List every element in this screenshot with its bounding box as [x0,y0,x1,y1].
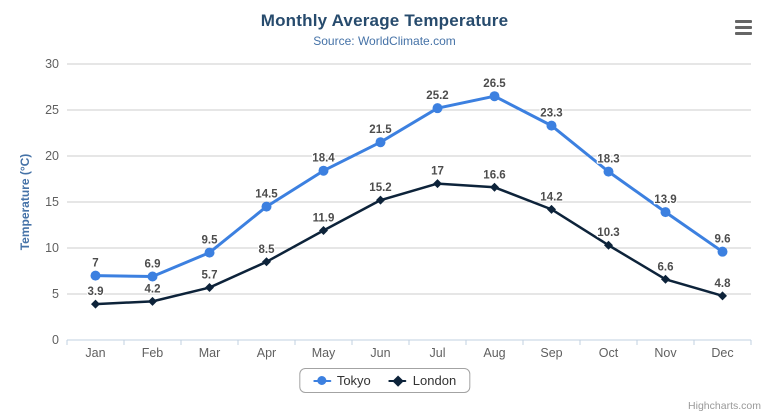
data-label: 17 [431,166,444,178]
data-label: 26.5 [483,78,506,90]
legend-item-london[interactable]: London [388,373,457,388]
y-axis-label: 20 [45,149,59,163]
x-axis-label: Feb [142,346,164,360]
x-axis-label: Jan [85,346,105,360]
data-label: 18.4 [312,153,335,165]
x-axis-label: Jun [370,346,390,360]
hamburger-icon [735,26,752,29]
data-label: 15.2 [369,182,391,194]
point-marker-tokyo[interactable] [204,247,215,258]
legend-marker-shape [317,376,327,385]
point-marker-london[interactable] [490,182,499,192]
chart-title: Monthly Average Temperature [260,11,509,30]
data-label: 9.5 [202,235,219,247]
credits-link[interactable]: Highcharts.com [688,400,761,412]
legend-marker-shape [392,375,404,387]
point-marker-tokyo[interactable] [603,166,614,177]
point-marker-london[interactable] [148,296,157,306]
point-marker-tokyo[interactable] [660,207,671,218]
series-line-tokyo[interactable] [94,94,724,279]
legend-diamond-icon [388,375,407,387]
point-marker-tokyo[interactable] [90,270,101,281]
data-label: 10.3 [597,227,619,239]
point-marker-london[interactable] [262,257,271,267]
hamburger-icon [735,32,752,35]
point-marker-london[interactable] [91,299,100,309]
y-axis-label: 0 [52,333,59,347]
y-axis-label: 5 [52,287,59,301]
x-axis-label: Jul [430,346,446,360]
data-label: 6.6 [658,261,674,273]
data-label: 4.8 [715,278,732,290]
x-axis-label: Oct [599,346,619,360]
data-label: 14.5 [255,189,278,201]
data-label: 25.2 [426,90,448,102]
data-label: 3.9 [88,286,104,298]
data-label: 18.3 [597,154,619,166]
data-label: 4.2 [145,283,161,295]
point-marker-london[interactable] [547,204,556,214]
chart-subtitle: Source: WorldClimate.com [313,34,456,48]
data-label: 21.5 [369,124,392,136]
legend: Tokyo London [298,368,471,393]
data-label: 8.5 [259,244,276,256]
legend-circle-icon [312,375,331,386]
point-marker-london[interactable] [205,283,214,293]
series-line-london[interactable] [94,182,724,306]
context-menu-button[interactable] [730,15,757,40]
point-marker-tokyo[interactable] [717,246,728,257]
hamburger-icon [735,20,752,23]
point-marker-london[interactable] [661,274,670,284]
data-label: 13.9 [654,194,676,206]
legend-label: London [412,373,457,388]
y-axis-label: 10 [45,241,59,255]
point-marker-london[interactable] [319,226,328,236]
point-marker-london[interactable] [433,179,442,189]
data-label: 5.7 [202,270,218,282]
data-label: 23.3 [540,108,562,120]
y-axis-label: 30 [45,57,59,71]
point-marker-tokyo[interactable] [489,91,500,102]
point-marker-london[interactable] [718,291,727,301]
data-label: 6.9 [145,259,161,271]
point-marker-tokyo[interactable] [375,137,386,148]
x-axis-label: Apr [257,346,276,360]
data-label: 14.2 [540,191,562,203]
data-label: 9.6 [715,234,731,246]
point-marker-tokyo[interactable] [318,165,329,176]
data-label: 16.6 [483,169,505,181]
data-label: 11.9 [313,213,335,225]
x-axis-label: Dec [711,346,733,360]
legend-label: Tokyo [336,373,371,388]
point-marker-tokyo[interactable] [261,201,272,212]
legend-item-tokyo[interactable]: Tokyo [312,373,371,388]
x-axis-label: May [312,346,336,360]
point-marker-tokyo[interactable] [546,120,557,131]
point-marker-london[interactable] [376,195,385,205]
point-marker-tokyo[interactable] [147,271,158,282]
x-axis-label: Sep [540,346,562,360]
x-axis-label: Aug [483,346,505,360]
y-axis-label: 25 [45,103,59,117]
point-marker-tokyo[interactable] [432,103,443,114]
data-label: 7 [92,258,98,270]
x-axis-label: Nov [654,346,677,360]
x-axis-label: Mar [199,346,221,360]
point-marker-london[interactable] [604,240,613,250]
y-axis-label: 15 [45,195,59,209]
